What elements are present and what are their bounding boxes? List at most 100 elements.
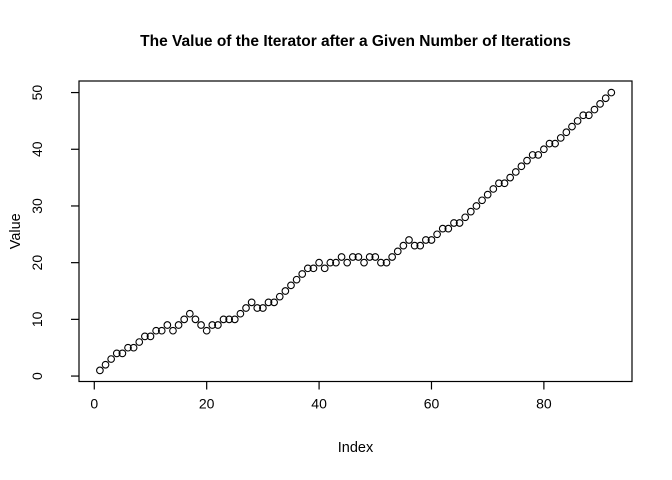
data-point <box>405 236 413 244</box>
data-point <box>146 332 155 341</box>
data-point <box>472 202 481 210</box>
x-axis: 0 20 40 60 80 <box>90 381 552 412</box>
data-point <box>118 349 127 358</box>
y-tick-label: 0 <box>29 372 45 380</box>
data-point <box>96 366 104 375</box>
data-point <box>191 315 200 324</box>
data-point <box>135 338 144 346</box>
data-points <box>96 88 616 375</box>
data-point <box>225 315 234 324</box>
data-point <box>101 360 110 369</box>
data-point <box>483 190 492 199</box>
y-tick-label: 10 <box>29 311 45 327</box>
data-point <box>112 349 121 358</box>
data-point <box>511 168 520 176</box>
data-point <box>551 139 559 148</box>
data-point <box>495 179 503 188</box>
data-point <box>377 258 385 267</box>
data-point <box>478 196 486 205</box>
data-point <box>422 236 430 244</box>
data-point <box>202 326 211 335</box>
data-point <box>236 309 245 318</box>
data-point <box>281 287 290 295</box>
data-point <box>438 224 447 233</box>
data-point <box>124 343 132 352</box>
y-tick-label: 20 <box>29 255 45 271</box>
data-point <box>320 264 329 273</box>
data-point <box>298 270 307 278</box>
data-point <box>450 219 458 227</box>
data-point <box>568 122 576 131</box>
x-tick-label: 0 <box>90 396 98 412</box>
data-point <box>528 151 537 159</box>
y-axis-label: Value <box>8 213 24 249</box>
plot-title: The Value of the Iterator after a Given … <box>140 33 571 50</box>
data-point <box>506 173 515 182</box>
data-point <box>174 321 183 329</box>
data-point <box>489 185 498 193</box>
data-point <box>393 247 402 256</box>
data-point <box>242 304 250 312</box>
data-point <box>596 100 604 108</box>
data-point <box>107 355 115 363</box>
data-point <box>534 151 543 159</box>
data-point <box>326 258 335 267</box>
data-point <box>259 304 267 312</box>
data-point <box>337 253 346 261</box>
data-point <box>230 315 239 324</box>
data-point <box>590 105 599 114</box>
data-point <box>523 156 531 165</box>
data-point <box>556 134 565 142</box>
data-point <box>180 315 189 324</box>
data-point <box>208 321 217 329</box>
data-point <box>371 253 380 261</box>
data-point <box>163 321 172 329</box>
data-point <box>365 253 374 261</box>
data-point <box>388 253 396 261</box>
x-tick-label: 80 <box>536 396 552 412</box>
data-point <box>169 326 177 335</box>
data-point <box>247 298 256 307</box>
data-point <box>427 236 436 244</box>
data-point <box>270 298 278 307</box>
data-point <box>517 162 526 171</box>
data-point <box>382 258 391 267</box>
x-tick-label: 20 <box>199 396 215 412</box>
x-tick-label: 40 <box>311 396 327 412</box>
data-point <box>360 258 368 267</box>
data-point <box>264 298 273 307</box>
y-axis: 0 10 20 30 40 50 <box>29 85 79 380</box>
data-point <box>303 264 312 273</box>
data-point <box>354 253 363 261</box>
data-point <box>309 264 318 273</box>
data-point <box>157 326 166 335</box>
x-tick-label: 60 <box>424 396 440 412</box>
plot-box <box>78 80 633 383</box>
data-point <box>141 332 149 341</box>
data-point <box>540 145 548 154</box>
data-point <box>253 304 262 312</box>
data-point <box>562 128 571 137</box>
data-point <box>416 241 425 250</box>
data-point <box>607 88 616 97</box>
data-point <box>573 117 582 125</box>
data-point <box>292 275 301 284</box>
data-point <box>185 309 194 318</box>
data-point <box>444 224 453 233</box>
data-point <box>500 179 509 188</box>
data-point <box>601 94 610 103</box>
data-point <box>343 258 352 267</box>
data-point <box>433 230 441 239</box>
data-point <box>455 219 464 227</box>
data-point <box>152 326 160 335</box>
data-point <box>315 258 323 267</box>
x-axis-label: Index <box>338 440 374 456</box>
data-point <box>399 241 408 250</box>
data-point <box>466 207 475 216</box>
data-point <box>275 292 284 301</box>
y-tick-label: 50 <box>29 85 45 101</box>
data-point <box>584 111 593 120</box>
data-point <box>287 281 295 290</box>
